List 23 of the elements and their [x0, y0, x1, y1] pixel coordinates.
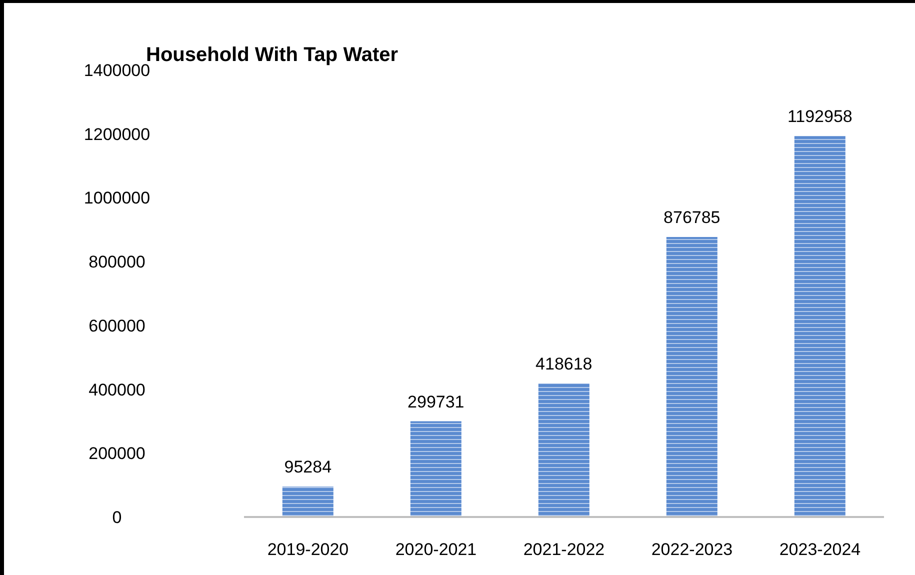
- x-tick-label: 2023-2024: [779, 540, 861, 560]
- y-tick-label: 400000: [88, 380, 146, 400]
- data-label: 418618: [536, 354, 592, 374]
- x-tick-label: 2021-2022: [523, 540, 605, 560]
- bar: [538, 383, 590, 517]
- y-tick-label: 0: [112, 508, 122, 527]
- bar: [282, 486, 334, 517]
- data-label: 95284: [284, 458, 332, 477]
- x-tick-label: 2022-2023: [651, 540, 733, 560]
- bar: [410, 421, 462, 517]
- x-tick-label: 2019-2020: [267, 540, 349, 560]
- data-label: 1192958: [787, 107, 852, 126]
- bar: [666, 237, 718, 517]
- y-tick-label: 200000: [88, 444, 146, 464]
- bar: [794, 136, 846, 517]
- data-label: 299731: [408, 392, 464, 412]
- y-tick-label: 1400000: [84, 61, 150, 80]
- y-tick-label: 1000000: [84, 188, 150, 208]
- y-tick-label: 800000: [88, 252, 146, 272]
- y-tick-label: 600000: [88, 316, 146, 336]
- y-tick-label: 1200000: [84, 124, 150, 144]
- data-label: 876785: [664, 208, 720, 228]
- x-tick-label: 2020-2021: [395, 540, 477, 560]
